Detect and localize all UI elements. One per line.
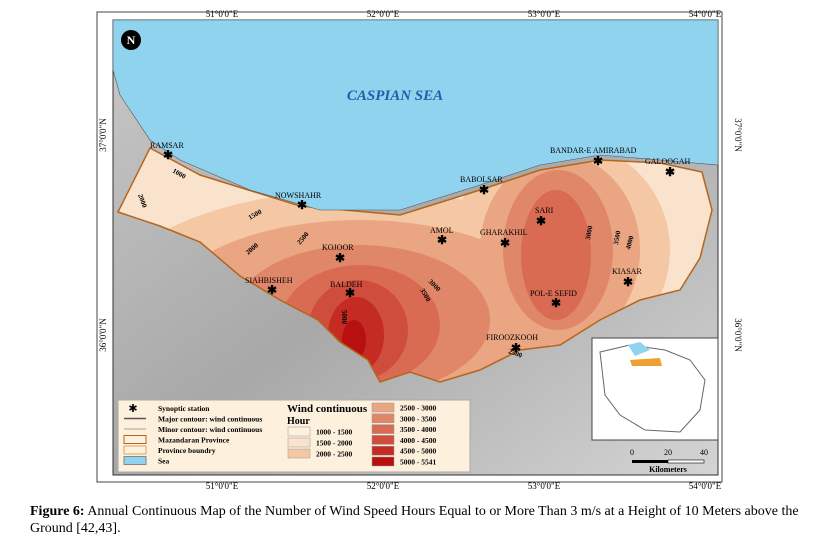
caption: Figure 6: Annual Continuous Map of the N…: [30, 503, 820, 537]
scale-bar: [667, 459, 705, 464]
legend-label: Minor contour: wind continuous: [158, 425, 262, 434]
sea: [112, 19, 719, 211]
legend-label: Sea: [158, 457, 170, 466]
legend-class-label: 3500 - 4000: [400, 425, 436, 434]
station-marker: ✱: [437, 233, 447, 247]
legend-title: Wind continuous: [287, 403, 368, 415]
station-marker: ✱: [536, 214, 546, 228]
station-marker: ✱: [335, 251, 345, 265]
scale-bar: [632, 460, 668, 463]
legend-class-label: 1500 - 2000: [316, 439, 352, 448]
legend-label: Mazandaran Province: [158, 436, 230, 445]
contour-label: 3000: [584, 225, 594, 241]
longitude-label: 54°0'0"E: [689, 481, 722, 491]
legend-class-label: 2500 - 3000: [400, 404, 436, 413]
station-label: BANDAR-E AMIRABAD: [550, 146, 637, 155]
station-marker: ✱: [267, 283, 277, 297]
legend-label: Major contour: wind continuous: [158, 415, 262, 424]
inset-sea: [628, 342, 650, 356]
station-label: KIASAR: [612, 267, 642, 276]
station-label: BABOLSAR: [460, 175, 503, 184]
station-marker: ✱: [500, 236, 510, 250]
scale-tick-label: 20: [664, 448, 672, 457]
legend-label: Province boundry: [158, 446, 216, 455]
latitude-label: 36°0'0"N: [733, 318, 743, 352]
legend-symbol: [123, 435, 147, 444]
station-marker: ✱: [297, 198, 307, 212]
station-label: RAMSAR: [150, 141, 184, 150]
station-marker: ✱: [665, 165, 675, 179]
north-arrow-letter: N: [127, 33, 136, 47]
longitude-label: 51°0'0"E: [206, 9, 239, 19]
legend-symbol: [123, 445, 147, 455]
station-label: AMOL: [430, 226, 454, 235]
longitude-label: 52°0'0"E: [367, 481, 400, 491]
station-label: SIAHBISHEH: [245, 276, 293, 285]
map-figure: N CASPIAN SEA 51°0'0"E 51°0'0"E 52°0'0"E 52…: [96, 9, 743, 491]
scale-tick-label: 0: [630, 448, 634, 457]
longitude-label: 53°0'0"E: [528, 481, 561, 491]
caption-text: Annual Continuous Map of the Number of W…: [30, 504, 799, 536]
legend-swatch: [371, 424, 395, 434]
station-marker: ✱: [593, 154, 603, 168]
legend-swatch: [371, 402, 395, 413]
legend-swatch: [287, 437, 311, 448]
legend-swatch: [371, 456, 395, 467]
station-marker: ✱: [479, 183, 489, 197]
longitude-label: 53°0'0"E: [528, 9, 561, 19]
station-label: NOWSHAHR: [275, 191, 322, 200]
station-marker: ✱: [163, 148, 173, 162]
longitude-label: 52°0'0"E: [367, 9, 400, 19]
legend-class-label: 4500 - 5000: [400, 447, 436, 456]
legend-class-label: 2000 - 2500: [316, 450, 352, 459]
legend-class-label: 5000 - 5541: [400, 458, 436, 467]
contour-label: 5000: [340, 310, 348, 325]
scale-tick-label: 40: [700, 448, 708, 457]
contour-label: 3500: [612, 230, 622, 246]
station-label: GALOOGAH: [645, 157, 691, 166]
inset-country: [599, 344, 706, 433]
latitude-label: 37°0'0"N: [733, 118, 743, 152]
legend-class-label: 4000 - 4500: [400, 436, 436, 445]
inset-province: [630, 358, 662, 366]
station-marker: ✱: [551, 296, 561, 310]
legend-symbol: [123, 456, 147, 465]
station-label: KOJOOR: [322, 243, 354, 252]
station-marker: ✱: [345, 286, 355, 300]
latitude-label: 36°0'0"N: [98, 318, 108, 352]
station-label: GHARAKHIL: [480, 228, 528, 237]
legend-swatch: [287, 448, 311, 459]
longitude-label: 51°0'0"E: [206, 481, 239, 491]
legend-label: Synoptic station: [158, 404, 210, 413]
legend-swatch: [371, 413, 395, 424]
legend-class-label: 1000 - 1500: [316, 428, 352, 437]
legend-swatch: [371, 445, 395, 456]
sea-label: CASPIAN SEA: [347, 88, 443, 104]
station-label: FIROOZKOOH: [486, 333, 538, 342]
legend-symbol: ✱: [128, 403, 137, 415]
scale-unit: Kilometers: [649, 465, 687, 474]
legend-swatch: [371, 435, 395, 445]
longitude-label: 54°0'0"E: [689, 9, 722, 19]
caption-label: Figure 6:: [30, 504, 85, 519]
station-marker: ✱: [623, 275, 633, 289]
legend-swatch: [287, 426, 311, 437]
station-label: BALDEH: [330, 280, 363, 289]
legend-class-label: 3000 - 3500: [400, 414, 436, 423]
legend-unit: Hour: [287, 416, 310, 427]
station-marker: ✱: [511, 341, 521, 355]
latitude-label: 37°0'0"N: [98, 118, 108, 152]
station-label: POL-E SEFID: [530, 289, 577, 298]
station-label: SARI: [535, 206, 554, 215]
north-arrow: [121, 30, 141, 50]
contour-label: 4000: [624, 234, 635, 250]
